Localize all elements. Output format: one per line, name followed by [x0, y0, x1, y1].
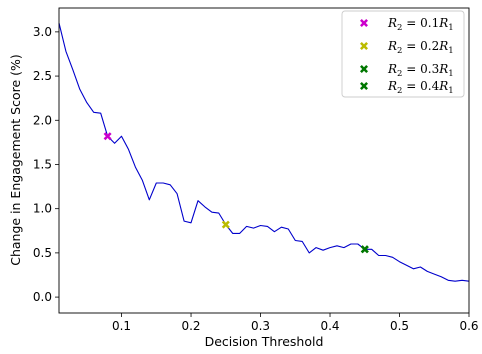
x-tick-label: 0.2 — [181, 319, 200, 333]
legend-marker — [360, 82, 368, 90]
highlight-marker — [360, 245, 369, 254]
y-tick-label: 2.0 — [33, 113, 52, 127]
legend-marker — [360, 19, 368, 27]
x-tick-label: 0.3 — [251, 319, 270, 333]
series-line — [58, 22, 470, 282]
highlight-marker — [221, 220, 230, 229]
y-tick-label: 0.5 — [33, 246, 52, 260]
y-tick-label: 0.0 — [33, 290, 52, 304]
y-tick-label: 3.0 — [33, 25, 52, 39]
legend-label: R2 = 0.4R1 — [387, 79, 454, 96]
legend-marker — [360, 42, 368, 50]
y-axis-ticks: 0.0 0.5 1.0 1.5 2.0 2.5 3.0 — [33, 25, 59, 304]
y-tick-label: 1.5 — [33, 157, 52, 171]
legend-box — [341, 10, 465, 98]
x-axis-label: Decision Threshold — [205, 334, 324, 349]
highlight-markers — [103, 132, 369, 254]
x-tick-label: 0.6 — [459, 319, 478, 333]
legend-label: R2 = 0.2R1 — [387, 39, 454, 56]
highlight-marker — [103, 132, 112, 141]
legend-label: R2 = 0.3R1 — [387, 62, 454, 79]
y-tick-label: 2.5 — [33, 69, 52, 83]
legend-marker — [360, 65, 368, 73]
y-axis-label: Change in Engagement Score (%) — [8, 54, 23, 266]
x-tick-label: 0.4 — [320, 319, 339, 333]
x-tick-label: 0.1 — [112, 319, 131, 333]
legend-label: R2 = 0.1R1 — [387, 16, 454, 33]
y-tick-label: 1.0 — [33, 202, 52, 216]
x-axis-ticks: 0.1 0.2 0.3 0.4 0.5 0.6 — [112, 313, 479, 333]
plot-frame — [58, 7, 470, 314]
x-tick-label: 0.5 — [390, 319, 409, 333]
